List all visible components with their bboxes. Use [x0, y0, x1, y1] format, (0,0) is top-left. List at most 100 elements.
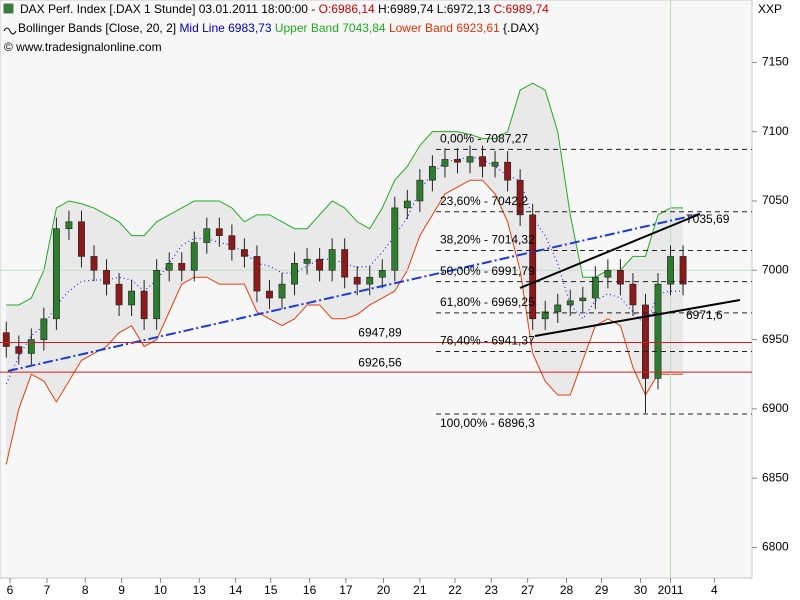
fib-label: 50,00% - 6991,79 [440, 264, 535, 278]
header-line1: DAX Perf. Index [.DAX 1 Stunde] 03.01.20… [20, 2, 549, 16]
band-line [6, 82, 684, 306]
x-tick-label: 2011 [658, 583, 684, 597]
candle-body [115, 283, 123, 306]
y-tick-label: 6850 [762, 470, 789, 484]
candle-body [140, 290, 148, 320]
x-tick-label: 15 [264, 583, 278, 597]
level-label: 6926,56 [358, 355, 402, 369]
candle-body [441, 159, 449, 167]
candle-body [90, 256, 98, 271]
x-tick-label: 23 [485, 583, 499, 597]
candle-body [153, 269, 161, 320]
x-tick-label: 22 [448, 583, 462, 597]
fib-label: 100,00% - 6896,3 [440, 416, 535, 430]
x-tick-label: 27 [521, 583, 535, 597]
candle-body [416, 179, 424, 202]
trend-label: 7035,69 [686, 212, 730, 226]
candle-body [654, 283, 662, 379]
x-tick-label: 21 [413, 583, 427, 597]
candle-body [391, 207, 399, 271]
candle-body [679, 256, 687, 285]
y-tick-label: 7100 [762, 124, 789, 138]
x-tick-label: 7 [44, 583, 51, 597]
candle-body [616, 269, 624, 285]
x-tick-label: 16 [303, 583, 317, 597]
candle-body [52, 228, 60, 320]
candle-body [366, 276, 374, 285]
candle-body [27, 339, 35, 354]
header-part: Lower Band 6923,61 [389, 21, 503, 35]
header-part: O:6986,14 [319, 2, 375, 16]
x-tick-label: 10 [154, 583, 168, 597]
candle-body [228, 235, 236, 250]
candle-body [529, 214, 537, 320]
candle-body [253, 256, 261, 292]
header-part: Mid Line 6983,73 [179, 21, 274, 35]
candle-body [128, 290, 136, 306]
candle-body [554, 304, 562, 313]
candle-body [15, 346, 23, 354]
fib-label: 38,20% - 7014,32 [440, 233, 535, 247]
header-part: DAX Perf. Index [.DAX 1 Stunde] 03.01.20… [20, 2, 319, 16]
level-label: 6947,89 [358, 326, 402, 340]
fib-label: 61,80% - 6969,25 [440, 295, 535, 309]
candle-body [541, 311, 549, 320]
candle-body [190, 242, 198, 271]
candle-body [466, 156, 474, 163]
candle-body [642, 304, 649, 379]
candle-body [353, 276, 361, 285]
candle-body [103, 269, 110, 285]
header-line2: Bollinger Bands [Close, 20, 2] Mid Line … [18, 21, 539, 35]
channel-upper [519, 213, 701, 289]
candle-body [215, 228, 223, 236]
x-tick-label: 14 [229, 583, 243, 597]
candle-body [566, 300, 574, 306]
candle-body [428, 166, 436, 181]
candle-body [266, 290, 273, 299]
fib-label: 0,00% - 7087,27 [440, 131, 528, 145]
candles-layer [2, 145, 687, 414]
candle-body [516, 179, 524, 216]
candle-body [479, 156, 486, 167]
candle-body [629, 283, 637, 306]
y-tick-label: 7050 [762, 193, 789, 207]
x-tick-label: 8 [82, 583, 89, 597]
header-part: H:6989,74 L:6972,13 [375, 2, 494, 16]
toggle-box[interactable] [2, 2, 15, 15]
candle-body [65, 221, 73, 230]
header-part: C:6989,74 [493, 2, 549, 16]
x-tick-label: 6 [7, 583, 14, 597]
x-tick-label: 28 [560, 583, 574, 597]
y-tick-label: 6800 [762, 540, 789, 554]
y-tick-label: 7000 [762, 262, 789, 276]
trend-label: 6971,6 [686, 308, 723, 322]
y-tick-label: 6900 [762, 401, 789, 415]
candle-body [591, 276, 599, 299]
candle-body [491, 161, 499, 167]
candle-body [40, 318, 48, 340]
candle-body [328, 249, 336, 271]
candle-body [316, 258, 324, 271]
indicator-icon [3, 27, 17, 35]
candle-body [278, 283, 286, 299]
header-part: Bollinger Bands [Close, 20, 2] [18, 21, 179, 35]
candle-body [240, 249, 248, 257]
header-part: {.DAX} [503, 21, 539, 35]
x-tick-label: 29 [595, 583, 609, 597]
candle-body [454, 159, 461, 163]
copyright: © www.tradesignalonline.com [4, 40, 162, 54]
candle-body [203, 228, 211, 243]
candle-body [403, 200, 411, 209]
annotations-layer: 6947,89 6926,56 0,00% - 7087,27 23,60% - 70… [0, 131, 752, 430]
header-part: Upper Band 7043,84 [275, 21, 389, 35]
symbol: XXP [758, 2, 782, 16]
x-tick-label: 20 [377, 583, 391, 597]
candle-body [604, 269, 612, 278]
y-tick-label: 6950 [762, 332, 789, 346]
candle-body [579, 297, 587, 302]
candle-body [667, 256, 674, 285]
candle-body [78, 221, 85, 257]
candle-body [178, 263, 186, 271]
